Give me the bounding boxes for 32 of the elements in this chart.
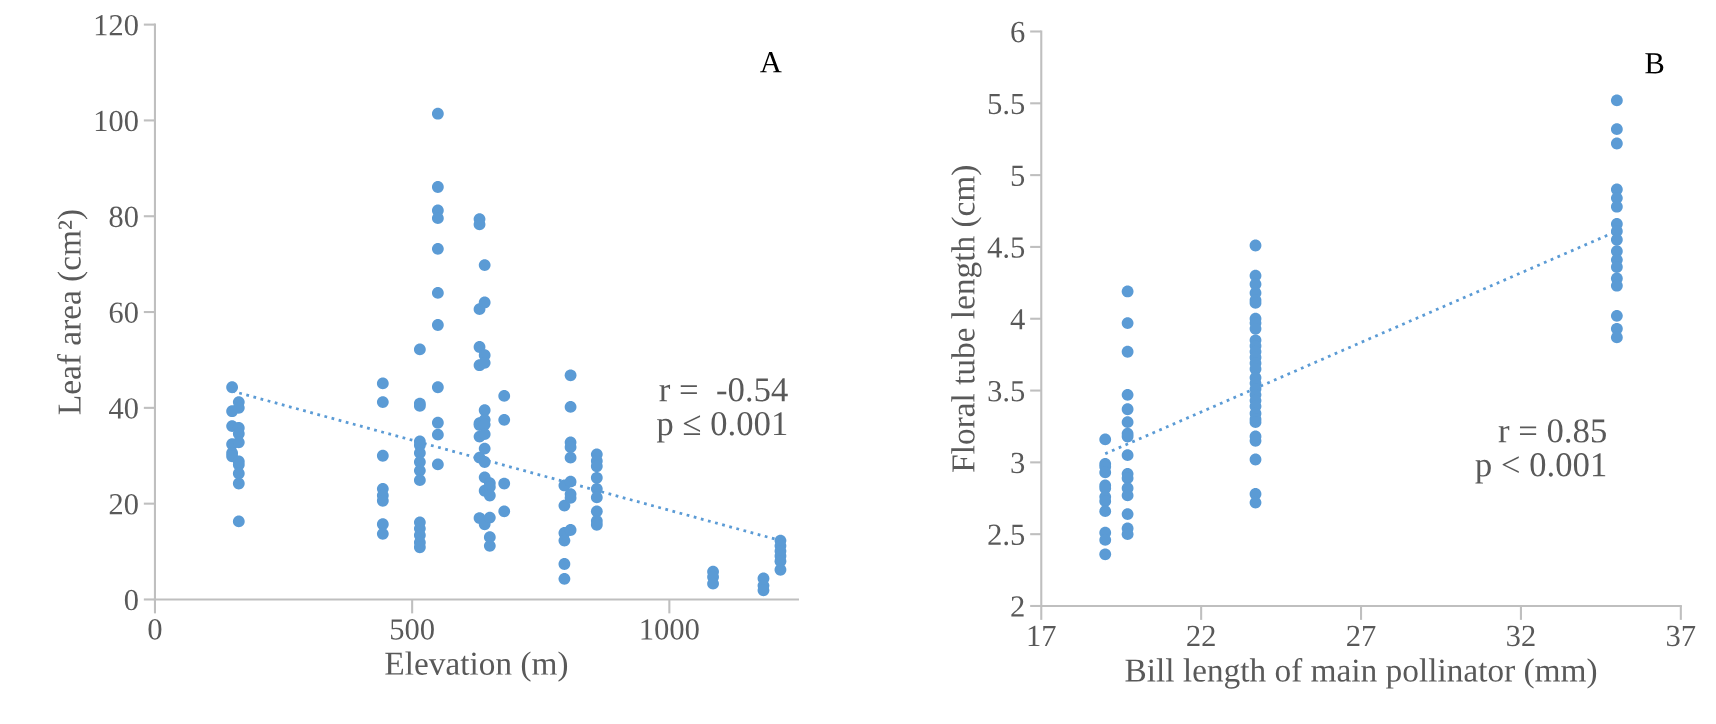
x-tick-label: 17 (1028, 625, 1056, 646)
annotation: B (1645, 53, 1664, 74)
x-tick-label: 1000 (641, 619, 699, 640)
annotation: A (760, 52, 782, 73)
y-tick-label: 2 (1011, 596, 1024, 617)
y-tick-label: 100 (95, 110, 138, 132)
x-tick-label: 0 (148, 619, 162, 640)
y-tick-label: 120 (95, 14, 138, 36)
y-tick-label: 5 (1011, 165, 1025, 187)
x-tick-label: 37 (1667, 625, 1696, 647)
x-tick-label: 500 (391, 619, 434, 640)
y-tick-label: 80 (109, 206, 138, 228)
y-tick-label: 2.5 (988, 524, 1025, 546)
y-tick-label: 20 (109, 493, 138, 515)
y-tick-label: 40 (109, 398, 138, 419)
y-tick-label: 60 (109, 302, 138, 323)
y-axis-title: Floral tube length (cm) (951, 166, 982, 472)
y-tick-label: 4 (1010, 309, 1025, 330)
annotation: r = -0.54 p ≤ 0.001 (656, 378, 788, 443)
x-axis-title: Bill length of main pollinator (mm) (1125, 658, 1597, 689)
x-tick-label: 22 (1187, 625, 1215, 646)
y-tick-label: 3 (1011, 452, 1025, 474)
y-tick-label: 6 (1011, 21, 1025, 43)
y-tick-label: 0 (124, 589, 138, 611)
annotation: r = 0.85 p < 0.001 (1475, 419, 1606, 484)
x-axis-title: Elevation (m) (385, 651, 568, 682)
y-tick-label: 4.5 (987, 237, 1025, 258)
y-axis-title: Leaf area (cm²) (57, 210, 88, 415)
x-tick-label: 32 (1507, 625, 1535, 647)
x-tick-label: 27 (1347, 625, 1376, 646)
y-tick-label: 5.5 (988, 93, 1025, 115)
y-tick-label: 3.5 (988, 380, 1025, 402)
